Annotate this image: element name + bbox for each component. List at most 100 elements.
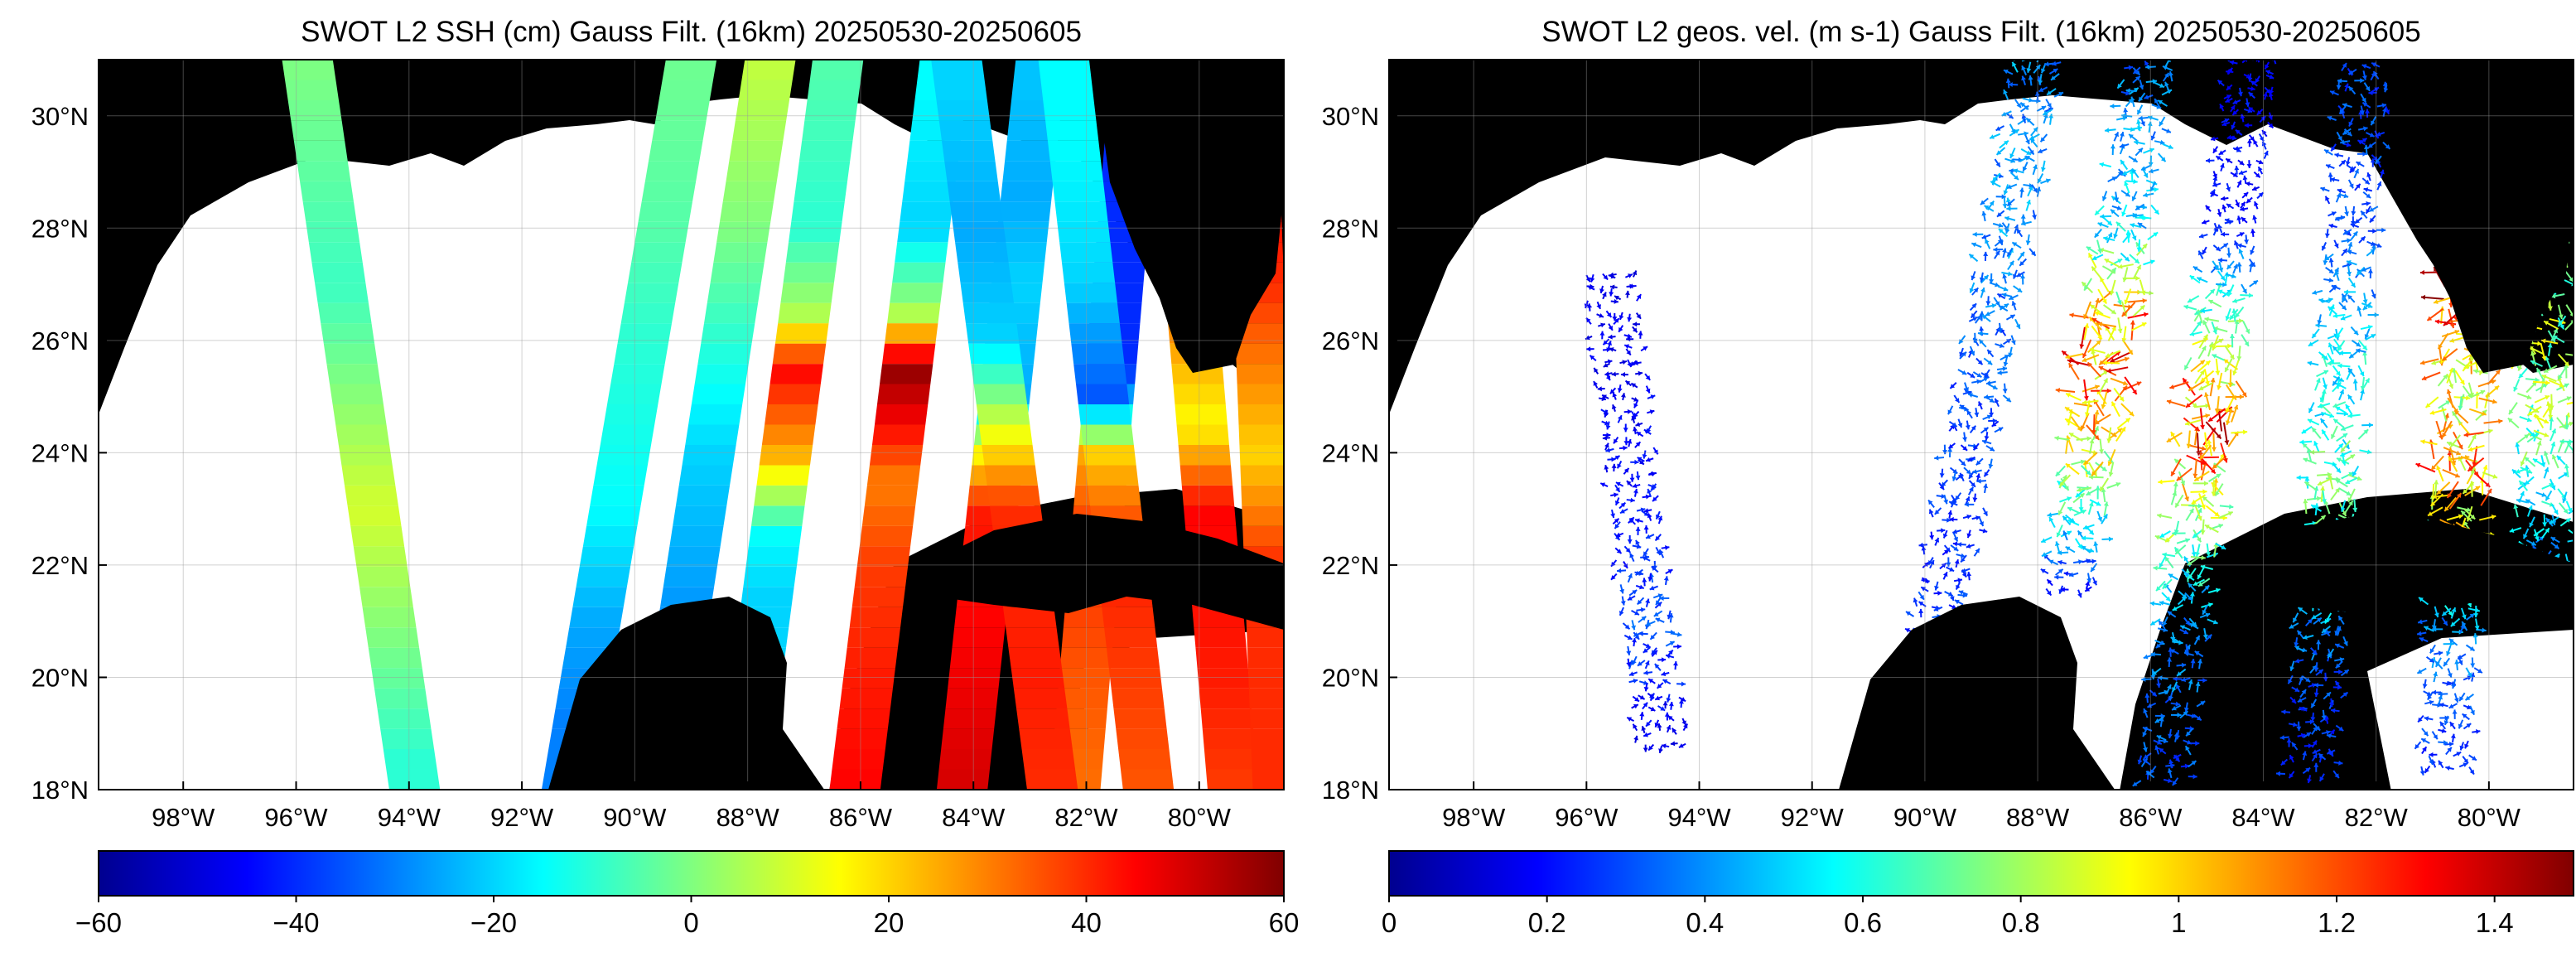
velocity-arrow (1624, 379, 1632, 387)
ssh-gridlines (99, 60, 1284, 790)
velocity-arrow (1658, 745, 1663, 754)
ssh-swath-9-cell-15 (1179, 465, 1233, 486)
velocity-xtick-label-1: 96°W (1555, 803, 1618, 832)
velocity-arrow (2018, 131, 2028, 137)
velocity-arrow (1645, 385, 1651, 394)
velocity-arrow (2089, 303, 2104, 316)
velocity-arrow (2107, 428, 2123, 441)
velocity-arrow (2340, 500, 2347, 512)
velocity-arrow (1955, 492, 1962, 501)
velocity-arrow (1647, 678, 1656, 684)
velocity-arrow (2257, 60, 2260, 63)
velocity-arrow (2354, 183, 2361, 191)
velocity-arrow (2303, 635, 2314, 640)
velocity-arrow (2376, 181, 2382, 191)
velocity-arrow (1635, 471, 1641, 481)
ssh-swath-7-cell-20 (971, 364, 1025, 384)
velocity-arrow (1627, 573, 1633, 583)
velocity-arrow (1980, 274, 1990, 284)
velocity-arrow (2445, 766, 2454, 771)
velocity-arrow (2441, 348, 2458, 362)
velocity-arrow (2116, 417, 2131, 429)
velocity-arrow (1654, 719, 1660, 728)
velocity-arrow (1970, 310, 1978, 319)
velocity-arrow (2438, 694, 2443, 705)
velocity-arrow (1678, 742, 1686, 748)
velocity-arrow (2366, 172, 2371, 181)
velocity-arrow (2045, 99, 2053, 109)
velocity-arrow (2138, 290, 2154, 296)
velocity-arrow (2348, 350, 2358, 359)
ssh-swath-4-cell-9 (851, 587, 906, 607)
ssh-swath-2-cell-30 (726, 161, 780, 181)
velocity-arrow (2136, 239, 2142, 252)
velocity-arrow (2347, 488, 2356, 503)
velocity-arrow (2101, 513, 2109, 525)
velocity-arrow (2197, 346, 2207, 360)
velocity-arrow (2167, 657, 2173, 668)
velocity-arrow (2214, 483, 2224, 497)
ssh-swath-0-cell-16 (338, 444, 393, 466)
velocity-arrow (2103, 501, 2109, 516)
velocity-arrow (2181, 677, 2191, 682)
velocity-arrow (2097, 321, 2116, 328)
velocity-arrow (2347, 277, 2357, 288)
velocity-arrow (2120, 90, 2130, 96)
velocity-arrow (2516, 433, 2530, 444)
velocity-arrow (2429, 752, 2438, 757)
velocity-arrow (2008, 346, 2014, 358)
velocity-arrow (2463, 360, 2479, 370)
velocity-arrow (2025, 199, 2031, 211)
velocity-arrow (2279, 735, 2289, 741)
velocity-arrow (2451, 679, 2457, 689)
velocity-arrow (2101, 391, 2108, 409)
velocity-arrow (2363, 144, 2369, 156)
velocity-arrow (2218, 510, 2234, 519)
ssh-swath-8-cell-5 (1108, 668, 1162, 689)
velocity-arrow (2192, 529, 2203, 539)
velocity-arrow (2086, 361, 2102, 378)
velocity-arrow (2548, 379, 2564, 388)
velocity-arrow (2331, 284, 2341, 290)
velocity-arrow (2082, 524, 2095, 530)
velocity-arrow (2232, 263, 2238, 274)
ssh-swath-3-cell-23 (778, 302, 832, 324)
velocity-arrow (1611, 463, 1617, 471)
velocity-arrow (2218, 149, 2226, 156)
velocity-arrow (1953, 394, 1961, 404)
ssh-swath-0-cell-31 (293, 140, 348, 162)
velocity-arrow (2169, 381, 2189, 389)
velocity-arrow (2360, 105, 2365, 115)
ssh-swath-4-cell-28 (900, 201, 953, 222)
velocity-arrow (1949, 382, 1957, 389)
velocity-arrow (2210, 136, 2219, 142)
ssh-swath-3-cell-26 (785, 242, 840, 263)
velocity-arrow (1972, 332, 1978, 343)
velocity-arrow (2086, 245, 2099, 255)
velocity-arrow (2024, 134, 2030, 145)
velocity-arrow (1589, 273, 1595, 283)
ssh-swath-9-cell-14 (1181, 485, 1235, 506)
velocity-arrow (2327, 352, 2335, 365)
velocity-arrow (1947, 510, 1953, 519)
velocity-arrow (1605, 310, 1613, 318)
velocity-arrow (2420, 439, 2438, 446)
velocity-arrow (2463, 723, 2472, 730)
ssh-swath-3-cell-17 (761, 424, 816, 445)
ssh-xtick-label-7: 84°W (942, 803, 1006, 832)
ssh-swath-9-cell-4 (1199, 688, 1252, 709)
velocity-arrow (1967, 393, 1979, 398)
velocity-arrow (2341, 238, 2352, 244)
velocity-arrow (2342, 229, 2352, 235)
ssh-ytick-label-0: 18°N (31, 776, 89, 805)
velocity-arrow (2186, 430, 2192, 448)
velocity-arrow (2110, 144, 2115, 156)
velocity-arrow (2471, 389, 2486, 398)
velocity-arrow (2171, 681, 2178, 693)
velocity-arrow (2158, 479, 2175, 485)
velocity-arrow (2280, 758, 2289, 766)
velocity-arrow (2369, 215, 2376, 224)
velocity-arrow (1608, 323, 1614, 331)
velocity-arrow (2297, 607, 2308, 615)
velocity-arrow (2099, 162, 2112, 168)
